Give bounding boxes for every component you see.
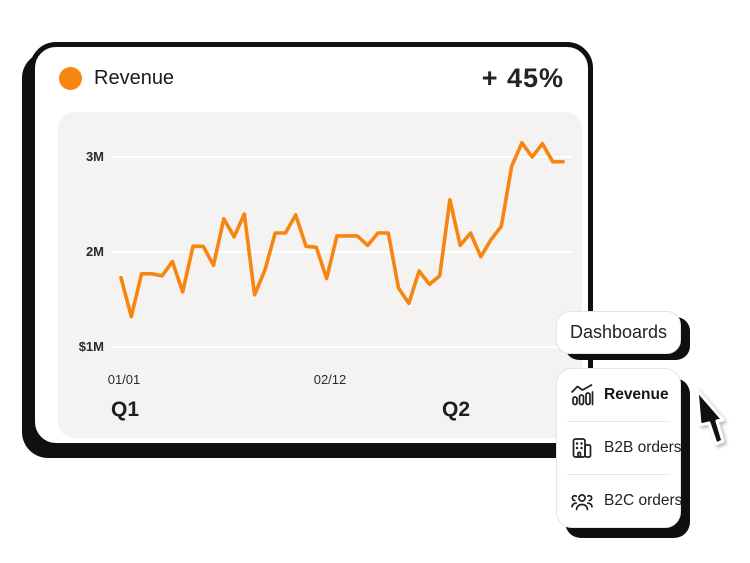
chart-panel: 3M 2M $1M 01/01 02/12 Q1 Q2 — [58, 112, 582, 438]
menu-item-label: B2C orders — [604, 492, 683, 509]
chart-trend-icon — [571, 384, 594, 406]
cursor-arrow-icon — [695, 388, 725, 446]
card-title: Revenue — [94, 67, 175, 89]
dashboards-button[interactable]: Dashboards — [556, 311, 681, 354]
building-icon — [572, 438, 592, 458]
x-axis-date-label-2: 02/12 — [313, 372, 347, 387]
menu-item-b2c-orders[interactable]: B2C orders — [567, 474, 682, 527]
revenue-card: Revenue + 45% 3M 2M $1M 01/01 02/12 Q1 Q… — [30, 42, 593, 448]
menu-item-b2b-orders[interactable]: B2B orders — [567, 421, 682, 474]
dashboards-menu: Revenue B2B orders B2 — [556, 368, 682, 528]
y-axis-label-2m: 2M — [85, 244, 104, 259]
people-group-icon — [571, 494, 593, 511]
menu-item-revenue[interactable]: Revenue — [567, 369, 670, 421]
card-header: Revenue + 45% — [35, 63, 588, 94]
quarter-label-q1: Q1 — [110, 398, 139, 421]
y-axis-label-1m: $1M — [78, 339, 104, 354]
delta-value: + 45% — [481, 63, 564, 93]
y-axis-label-3m: 3M — [85, 149, 104, 164]
menu-item-label: B2B orders — [604, 439, 682, 456]
revenue-line-chart — [112, 140, 572, 348]
quarter-label-q2: Q2 — [441, 398, 470, 421]
revenue-dot-icon — [59, 67, 82, 90]
menu-item-label: Revenue — [604, 386, 669, 403]
dashboards-button-label: Dashboards — [569, 322, 668, 342]
x-axis-date-label-1: 01/01 — [107, 372, 141, 387]
